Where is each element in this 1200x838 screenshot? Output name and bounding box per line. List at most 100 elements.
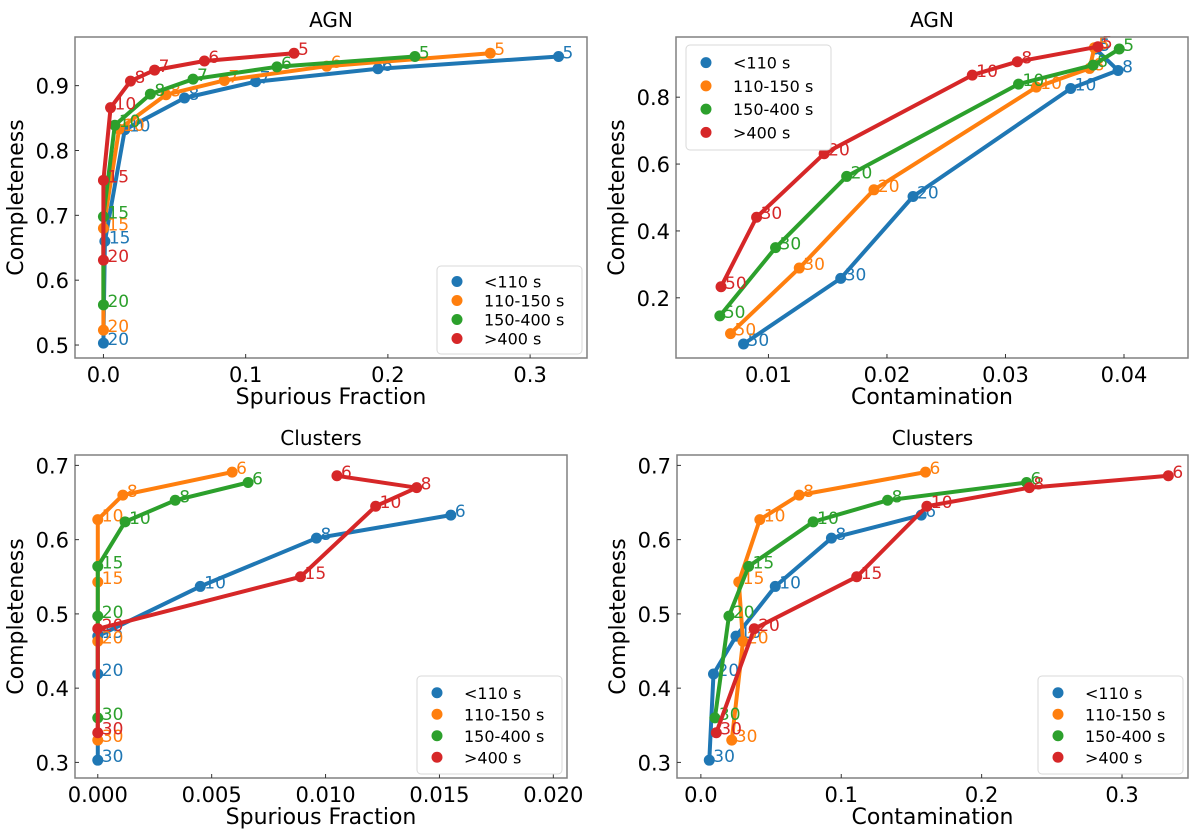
data-point <box>1162 470 1174 482</box>
data-label: 20 <box>107 292 129 312</box>
data-point <box>921 500 933 512</box>
data-label: 10 <box>119 112 141 132</box>
x-tick-label: 0.3 <box>513 363 546 387</box>
data-label: 8 <box>134 68 145 88</box>
data-point <box>882 494 894 506</box>
legend-marker <box>451 333 463 344</box>
x-tick-label: 0.020 <box>523 783 583 807</box>
legend-label: 110-150 s <box>1085 705 1165 724</box>
data-label: 6 <box>252 469 263 489</box>
data-label: 15 <box>107 215 129 235</box>
legend-marker <box>700 103 712 115</box>
data-label: 6 <box>1031 469 1042 489</box>
data-point <box>119 516 131 528</box>
legend-label: 150-400 s <box>484 311 564 330</box>
y-tick-label: 0.9 <box>36 75 69 99</box>
series-line <box>714 473 1169 734</box>
y-axis-label: Completeness <box>605 119 630 275</box>
data-label: 6 <box>341 463 352 483</box>
data-point <box>770 242 782 254</box>
data-label: 50 <box>725 274 747 294</box>
data-label: 20 <box>828 141 850 161</box>
data-label: 15 <box>743 569 765 589</box>
data-label: 7 <box>197 66 208 86</box>
legend-item: 110-150 s <box>451 292 564 311</box>
legend-label: <110 s <box>464 684 521 703</box>
legend-marker <box>431 730 443 742</box>
legend-label: 150-400 s <box>464 727 544 746</box>
data-label: 8 <box>189 85 200 105</box>
legend-marker <box>1052 687 1064 699</box>
legend-item: <110 s <box>451 273 541 292</box>
legend-label: >400 s <box>464 748 521 767</box>
x-tick-label: 0.000 <box>68 783 128 807</box>
y-tick-label: 0.7 <box>36 454 69 478</box>
data-label: 30 <box>102 720 124 740</box>
data-point <box>271 61 283 73</box>
data-label: 6 <box>236 459 247 479</box>
data-point <box>1011 56 1023 68</box>
data-label: 15 <box>861 564 883 584</box>
legend-label: >400 s <box>733 123 790 142</box>
legend-box <box>685 44 832 151</box>
data-point <box>737 635 749 647</box>
data-label: 6 <box>925 502 936 522</box>
data-label: 10 <box>129 117 151 137</box>
x-axis-label: Spurious Fraction <box>226 805 417 830</box>
y-tick-label: 0.6 <box>36 269 69 293</box>
data-point <box>109 119 121 131</box>
legend-box <box>436 265 583 355</box>
data-point <box>92 623 104 635</box>
data-label: 10 <box>931 493 953 513</box>
legend-label: 110-150 s <box>464 705 544 724</box>
data-label: 30 <box>845 265 867 285</box>
legend-marker <box>1052 708 1064 720</box>
series-line <box>729 470 926 741</box>
data-point <box>149 64 161 76</box>
data-label: 30 <box>102 727 124 747</box>
y-tick-label: 0.6 <box>36 529 69 553</box>
data-point <box>97 299 109 311</box>
chart-panel-3: Clusters68101520306810152030681015203068… <box>4 426 583 830</box>
data-label: 8 <box>1033 475 1044 495</box>
legend: <110 s 110-150 s 150-400 s >400 s <box>416 675 563 775</box>
legend-item: >400 s <box>700 123 790 142</box>
plot-frame <box>74 36 588 359</box>
chart-title: Clusters <box>892 426 973 450</box>
data-point <box>743 560 755 572</box>
data-point <box>723 610 735 622</box>
data-label: 30 <box>761 204 783 224</box>
data-point <box>198 55 210 67</box>
data-label: 15 <box>107 167 129 187</box>
data-label: 5 <box>563 43 574 63</box>
x-axis-label: Contamination <box>851 385 1013 410</box>
data-point <box>710 727 722 739</box>
data-label: 8 <box>127 482 138 502</box>
data-label: 15 <box>109 228 131 248</box>
data-point <box>1087 59 1099 71</box>
data-label: 6 <box>208 48 219 68</box>
data-point <box>818 148 830 160</box>
data-point <box>194 580 206 592</box>
legend-marker <box>1052 751 1064 763</box>
x-tick-label: 0.005 <box>182 783 242 807</box>
data-point <box>807 516 819 528</box>
legend-item: 110-150 s <box>1052 705 1165 724</box>
y-tick-label: 0.4 <box>638 677 671 701</box>
data-point <box>709 712 721 724</box>
data-point <box>1030 81 1042 93</box>
data-point <box>835 272 847 284</box>
data-label: 6 <box>1172 463 1183 483</box>
data-label: 20 <box>102 661 124 681</box>
data-label: 20 <box>917 183 939 203</box>
x-tick-label: 0.1 <box>825 783 858 807</box>
x-tick-label: 0.1 <box>229 363 262 387</box>
data-label: 8 <box>154 81 165 101</box>
data-label: 8 <box>320 525 331 545</box>
data-label: 7 <box>260 69 271 89</box>
x-tick-label: 0.2 <box>371 363 404 387</box>
